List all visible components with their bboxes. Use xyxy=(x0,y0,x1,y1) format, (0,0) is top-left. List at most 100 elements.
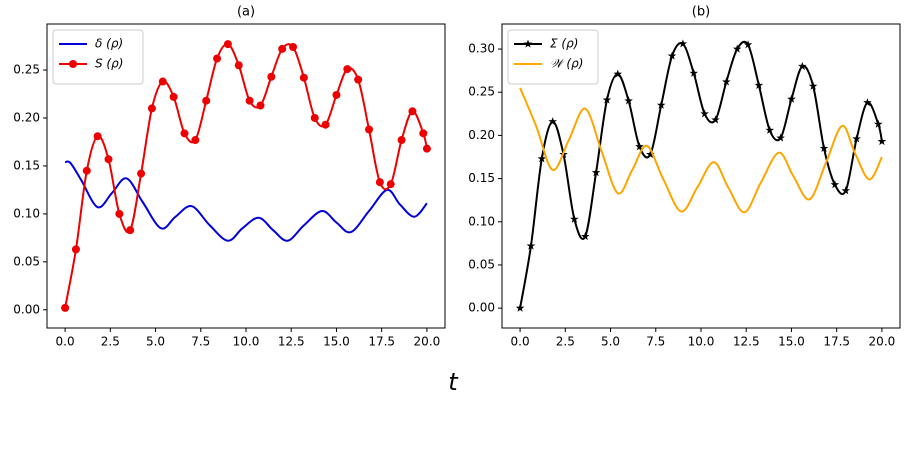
x-tick-label: 5.0 xyxy=(601,335,620,349)
series-line xyxy=(519,87,883,214)
x-tick-label: 2.5 xyxy=(101,335,120,349)
marker xyxy=(689,68,699,77)
marker xyxy=(678,39,688,48)
marker xyxy=(570,214,579,223)
legend-label: S (ρ) xyxy=(95,57,123,71)
y-tick-label: 0.00 xyxy=(468,301,495,315)
x-tick-label: 7.5 xyxy=(646,335,665,349)
marker xyxy=(667,51,677,60)
marker xyxy=(515,303,525,312)
y-tick-label: 0.25 xyxy=(13,63,40,77)
marker xyxy=(354,75,363,84)
marker xyxy=(819,143,829,152)
marker xyxy=(754,80,764,89)
marker xyxy=(104,155,113,164)
marker xyxy=(321,120,330,129)
y-tick-label: 0.05 xyxy=(13,254,40,268)
marker xyxy=(343,65,352,74)
y-tick-label: 0.20 xyxy=(468,128,495,142)
marker xyxy=(830,180,840,189)
marker xyxy=(61,303,70,312)
marker xyxy=(245,96,254,105)
marker xyxy=(278,44,287,53)
y-tick-label: 0.10 xyxy=(13,206,40,220)
marker xyxy=(310,113,319,122)
marker xyxy=(299,73,308,82)
marker xyxy=(765,125,775,134)
y-tick-label: 0.05 xyxy=(468,257,495,271)
x-tick-label: 0.0 xyxy=(511,335,530,349)
x-tick-label: 15.0 xyxy=(778,335,805,349)
marker xyxy=(289,43,298,52)
plot-area xyxy=(515,39,887,312)
y-tick-label: 0.20 xyxy=(13,110,40,124)
x-tick-label: 12.5 xyxy=(278,335,305,349)
marker xyxy=(700,109,709,118)
plot-area xyxy=(61,40,431,312)
x-tick-label: 20.0 xyxy=(869,335,896,349)
marker xyxy=(202,96,211,105)
y-tick-label: 0.00 xyxy=(13,302,40,316)
marker xyxy=(624,96,633,105)
marker xyxy=(191,136,200,145)
marker xyxy=(743,40,753,49)
marker xyxy=(863,98,872,107)
marker xyxy=(71,245,80,254)
series-line xyxy=(64,160,428,242)
axes-frame xyxy=(501,23,901,329)
marker xyxy=(180,129,189,138)
marker xyxy=(526,241,536,250)
marker xyxy=(147,104,156,113)
x-tick-label: 17.5 xyxy=(823,335,850,349)
marker xyxy=(256,101,265,110)
marker xyxy=(787,94,796,103)
marker xyxy=(656,100,666,109)
marker xyxy=(158,77,167,86)
x-tick-label: 2.5 xyxy=(556,335,575,349)
marker xyxy=(841,186,851,195)
marker xyxy=(776,133,785,142)
marker xyxy=(580,231,590,241)
legend-marker xyxy=(69,60,77,68)
marker xyxy=(126,226,135,235)
marker xyxy=(646,149,655,159)
marker xyxy=(877,136,887,146)
x-tick-label: 12.5 xyxy=(733,335,760,349)
marker xyxy=(798,61,807,70)
x-tick-label: 10.0 xyxy=(233,335,260,349)
marker xyxy=(82,166,91,175)
marker xyxy=(234,61,243,70)
chart-title: (b) xyxy=(692,5,710,20)
marker xyxy=(613,69,623,78)
y-tick-label: 0.25 xyxy=(468,85,495,99)
marker xyxy=(722,77,731,86)
marker xyxy=(408,107,417,116)
y-tick-label: 0.15 xyxy=(13,158,40,172)
marker xyxy=(213,54,222,63)
marker xyxy=(602,95,612,104)
series-line xyxy=(519,40,883,309)
x-tick-label: 15.0 xyxy=(323,335,350,349)
legend-label: 𝒲 (ρ) xyxy=(550,57,583,71)
marker xyxy=(223,40,232,49)
marker xyxy=(169,92,178,101)
marker xyxy=(852,134,861,143)
marker xyxy=(419,129,428,138)
marker xyxy=(93,132,102,141)
x-tick-label: 20.0 xyxy=(414,335,441,349)
marker xyxy=(591,168,601,177)
x-axis-label: t xyxy=(448,368,459,396)
y-tick-label: 0.15 xyxy=(468,171,495,185)
x-tick-label: 17.5 xyxy=(368,335,395,349)
marker xyxy=(635,142,644,151)
marker xyxy=(267,72,276,81)
legend-label: δ (ρ) xyxy=(95,37,123,51)
legend-label: Σ (ρ) xyxy=(550,37,578,51)
marker xyxy=(397,136,406,145)
y-tick-label: 0.10 xyxy=(468,214,495,228)
marker xyxy=(332,90,341,99)
x-tick-label: 5.0 xyxy=(146,335,165,349)
marker xyxy=(365,125,374,134)
marker xyxy=(422,144,431,153)
